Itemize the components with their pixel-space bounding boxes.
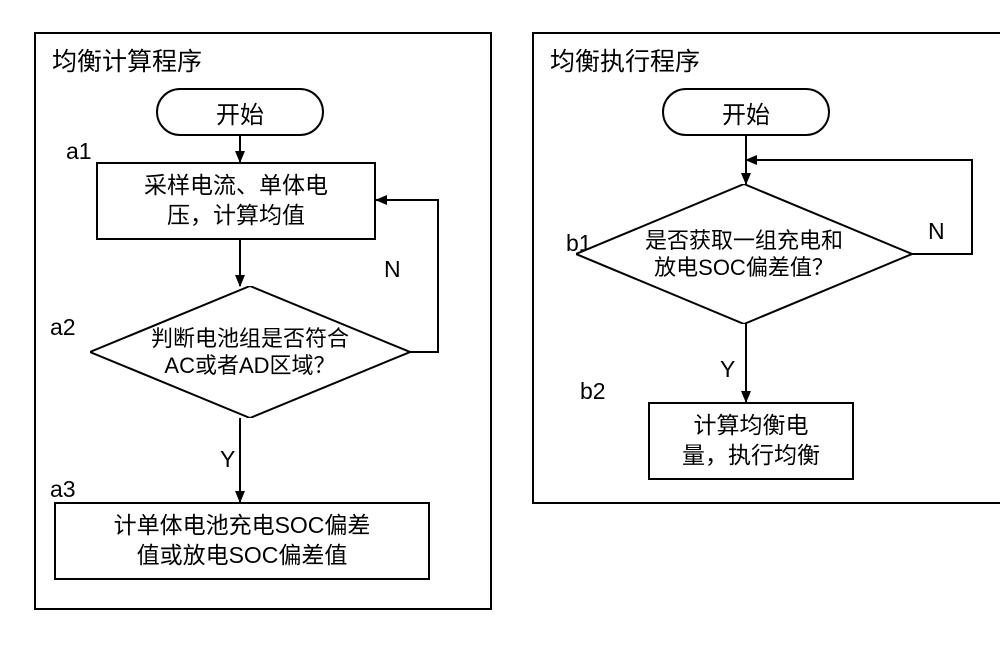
a1-text: 采样电流、单体电 压，计算均值 <box>144 171 328 231</box>
b1-no: N <box>928 218 945 245</box>
a2-no: N <box>384 256 401 283</box>
a1-process: 采样电流、单体电 压，计算均值 <box>96 162 376 240</box>
a1-tag: a1 <box>66 138 92 165</box>
panel-right-title: 均衡执行程序 <box>550 42 700 78</box>
right-start-label: 开始 <box>722 95 770 130</box>
a3-tag: a3 <box>50 476 76 503</box>
right-start: 开始 <box>662 88 830 136</box>
b1-text: 是否获取一组充电和 放电SOC偏差值？ <box>645 227 843 282</box>
diagram-canvas: 均衡计算程序 开始 a1 采样电流、单体电 压，计算均值 a2 判断电池组是否符… <box>20 20 1000 631</box>
a2-yes: Y <box>220 446 235 473</box>
a2-tag: a2 <box>50 314 76 341</box>
a2-decision: 判断电池组是否符合 AC或者AD区域？ <box>90 286 410 418</box>
a3-process: 计单体电池充电SOC偏差 值或放电SOC偏差值 <box>54 502 430 580</box>
left-start: 开始 <box>156 88 324 136</box>
b1-decision: 是否获取一组充电和 放电SOC偏差值？ <box>576 184 912 324</box>
b2-process: 计算均衡电 量，执行均衡 <box>648 402 854 480</box>
b2-tag: b2 <box>580 378 606 405</box>
b2-text: 计算均衡电 量，执行均衡 <box>682 411 820 471</box>
left-start-label: 开始 <box>216 95 264 130</box>
a3-text: 计单体电池充电SOC偏差 值或放电SOC偏差值 <box>114 511 371 571</box>
b1-yes: Y <box>720 356 735 383</box>
panel-left-title: 均衡计算程序 <box>52 42 202 78</box>
a2-text: 判断电池组是否符合 AC或者AD区域？ <box>151 325 349 380</box>
